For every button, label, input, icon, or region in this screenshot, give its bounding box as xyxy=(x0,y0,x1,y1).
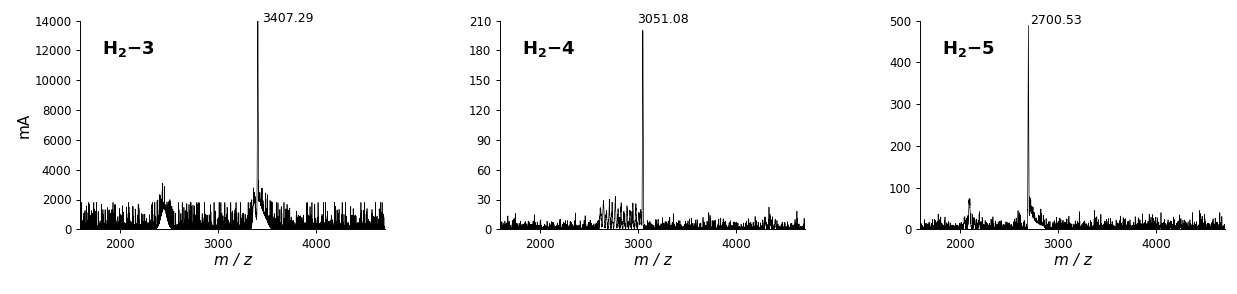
X-axis label: m / z: m / z xyxy=(214,253,251,268)
Text: $\mathbf{H_2}$$\mathbf{-5}$: $\mathbf{H_2}$$\mathbf{-5}$ xyxy=(941,39,995,59)
X-axis label: m / z: m / z xyxy=(633,253,672,268)
Text: 3407.29: 3407.29 xyxy=(262,12,313,25)
Text: $\mathbf{H_2}$$\mathbf{-3}$: $\mathbf{H_2}$$\mathbf{-3}$ xyxy=(101,39,155,59)
Y-axis label: mA: mA xyxy=(16,112,31,138)
Text: $\mathbf{H_2}$$\mathbf{-4}$: $\mathbf{H_2}$$\mathbf{-4}$ xyxy=(522,39,575,59)
X-axis label: m / z: m / z xyxy=(1054,253,1091,268)
Text: 2700.53: 2700.53 xyxy=(1030,14,1082,27)
Text: 3051.08: 3051.08 xyxy=(637,13,689,26)
